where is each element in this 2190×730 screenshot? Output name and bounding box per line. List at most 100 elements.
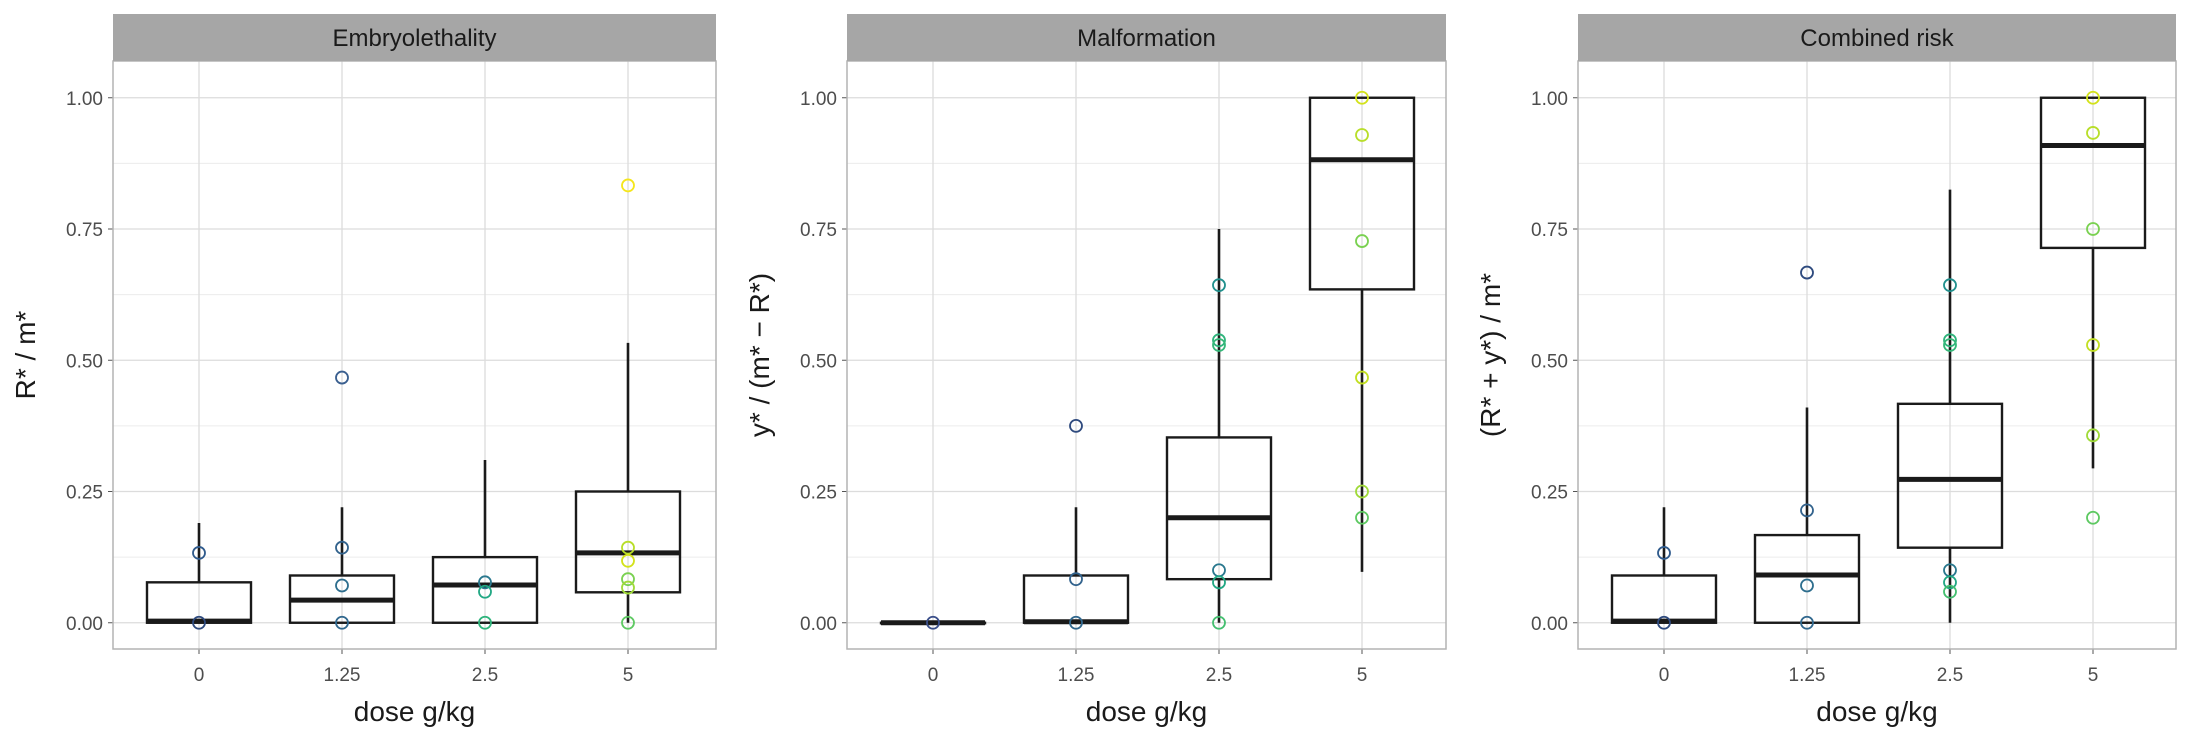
x-tick-label: 1.25 xyxy=(1058,665,1095,686)
data-point xyxy=(478,584,492,599)
data-point xyxy=(2086,126,2100,140)
facet-title: Malformation xyxy=(1077,25,1216,52)
data-point xyxy=(1212,338,1226,352)
y-tick-label: 0.75 xyxy=(800,220,837,241)
panel-background xyxy=(113,61,716,649)
data-point xyxy=(1212,575,1226,590)
data-point xyxy=(1355,90,1369,105)
data-point xyxy=(1800,578,1814,593)
y-tick-label: 0.50 xyxy=(800,351,837,372)
data-point xyxy=(1355,234,1369,248)
facet-title: Embryolethality xyxy=(332,25,496,52)
y-tick-label: 0.00 xyxy=(800,614,837,635)
y-tick-label: 0.00 xyxy=(1531,614,1568,635)
data-point xyxy=(335,615,349,630)
boxplot-dose-5 xyxy=(2039,96,2147,469)
data-point xyxy=(621,553,635,568)
box-iqr xyxy=(1308,96,1416,291)
x-axis-title: dose g/kg xyxy=(1816,696,1937,727)
y-tick-label: 0.25 xyxy=(66,483,103,504)
boxplot-dose-1-25 xyxy=(1753,407,1861,624)
facet-strip xyxy=(1578,14,2176,61)
panel-background xyxy=(1578,61,2176,649)
x-tick-label: 5 xyxy=(1357,665,1368,686)
facet-combined-risk: 0.00 0.25 0.50 0.75 1.00 0 1.25 2.5 5 Combined ri… xyxy=(1475,14,2177,727)
facet-strip xyxy=(847,14,1446,61)
data-point xyxy=(621,178,635,193)
data-point xyxy=(926,615,940,630)
data-point xyxy=(1943,333,1957,348)
data-point xyxy=(1657,546,1671,560)
x-tick-label: 1.25 xyxy=(324,665,361,686)
data-point xyxy=(1355,510,1369,525)
panel-background xyxy=(847,61,1446,649)
data-point xyxy=(2086,428,2100,443)
facet-strip xyxy=(113,14,716,61)
data-point xyxy=(192,546,206,560)
x-tick-label: 0 xyxy=(194,665,205,686)
y-axis-title: (R* + y*) / m* xyxy=(1475,273,1506,437)
data-point xyxy=(1800,265,1814,280)
y-tick-label: 0.75 xyxy=(1531,220,1568,241)
data-point xyxy=(621,580,635,595)
y-tick-label: 1.00 xyxy=(1531,89,1568,110)
data-point xyxy=(1657,615,1671,630)
data-point xyxy=(2086,338,2100,352)
data-point xyxy=(1069,418,1083,433)
x-tick-label: 2.5 xyxy=(1937,665,1963,686)
boxplot-dose-2-5 xyxy=(1165,229,1273,623)
x-tick-label: 2.5 xyxy=(1206,665,1232,686)
data-point xyxy=(478,615,492,630)
data-point xyxy=(1069,572,1083,587)
data-point xyxy=(1355,484,1369,499)
data-point xyxy=(1212,615,1226,630)
data-point xyxy=(335,578,349,593)
x-tick-label: 5 xyxy=(623,665,634,686)
data-point xyxy=(1069,615,1083,630)
y-tick-label: 0.50 xyxy=(66,351,103,372)
y-tick-label: 0.75 xyxy=(66,220,103,241)
data-point xyxy=(2086,510,2100,525)
x-tick-label: 1.25 xyxy=(1789,665,1826,686)
data-point xyxy=(192,615,206,630)
data-point xyxy=(621,540,635,555)
y-tick-label: 0.00 xyxy=(66,614,103,635)
facet-embryolethality: 0.00 0.25 0.50 0.75 1.00 0 1.25 2.5 5 Embryoletha… xyxy=(10,14,717,727)
data-point xyxy=(1943,278,1957,293)
data-point xyxy=(2086,90,2100,105)
data-point xyxy=(335,370,349,385)
facet-title: Combined risk xyxy=(1800,25,1954,52)
x-tick-label: 2.5 xyxy=(472,665,498,686)
data-point xyxy=(478,575,492,590)
data-point xyxy=(1212,278,1226,293)
x-axis-title: dose g/kg xyxy=(354,696,475,727)
boxplot-dose-0 xyxy=(1610,507,1718,624)
y-axis-title: R* / m* xyxy=(10,311,41,400)
data-point xyxy=(1800,615,1814,630)
data-point xyxy=(1943,575,1957,590)
data-point xyxy=(621,572,635,587)
y-tick-label: 0.50 xyxy=(1531,351,1568,372)
y-axis-title: y* / (m* − R*) xyxy=(744,273,775,437)
box-iqr xyxy=(2039,96,2147,250)
y-tick-label: 1.00 xyxy=(800,89,837,110)
data-point xyxy=(1355,128,1369,142)
data-point xyxy=(1355,370,1369,385)
y-tick-label: 0.25 xyxy=(1531,483,1568,504)
facet-malformation: 0.00 0.25 0.50 0.75 1.00 0 1.25 2.5 5 Malformatio… xyxy=(744,14,1447,727)
box-iqr xyxy=(1753,533,1861,624)
boxplot-dose-0 xyxy=(145,523,253,624)
data-point xyxy=(1943,584,1957,599)
data-point xyxy=(1800,503,1814,518)
box-iqr xyxy=(1165,436,1273,581)
data-point xyxy=(621,615,635,630)
data-point xyxy=(2086,222,2100,236)
boxplot-dose-1-25 xyxy=(288,507,396,624)
x-axis-title: dose g/kg xyxy=(1086,696,1207,727)
boxplot-dose-0 xyxy=(879,620,987,626)
x-tick-label: 5 xyxy=(2088,665,2099,686)
x-tick-label: 0 xyxy=(1659,665,1670,686)
boxplot-dose-5 xyxy=(1308,96,1416,572)
box-iqr xyxy=(1896,402,2004,549)
